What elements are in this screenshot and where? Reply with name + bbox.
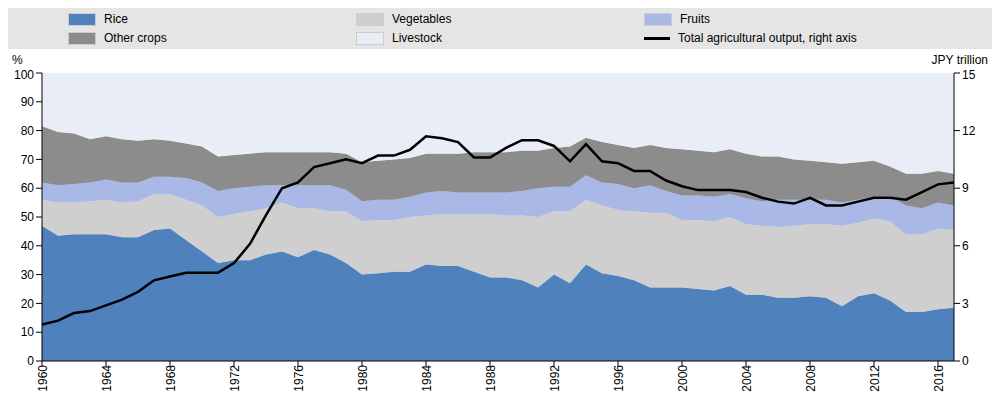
svg-text:60: 60 [21, 181, 35, 195]
svg-text:2008: 2008 [804, 365, 818, 392]
svg-text:0: 0 [27, 354, 34, 368]
svg-text:1988: 1988 [484, 365, 498, 392]
svg-text:1964: 1964 [100, 365, 114, 392]
svg-text:100: 100 [14, 68, 34, 82]
svg-text:15: 15 [962, 68, 976, 82]
svg-text:12: 12 [962, 124, 976, 138]
html-text:Other crops: Other crops [104, 31, 167, 45]
svg-text:0: 0 [962, 354, 969, 368]
svg-text:1976: 1976 [292, 365, 306, 392]
svg-text:40: 40 [21, 239, 35, 253]
svg-text:70: 70 [21, 153, 35, 167]
svg-text:10: 10 [21, 325, 35, 339]
svg-text:30: 30 [21, 268, 35, 282]
svg-text:2016: 2016 [932, 365, 946, 392]
html-text:Fruits: Fruits [680, 12, 710, 26]
svg-text:1984: 1984 [420, 365, 434, 392]
svg-text:1992: 1992 [548, 365, 562, 392]
svg-text:20: 20 [21, 297, 35, 311]
svg-text:2004: 2004 [740, 365, 754, 392]
svg-text:9: 9 [962, 181, 969, 195]
svg-text:2000: 2000 [676, 365, 690, 392]
svg-text:1996: 1996 [612, 365, 626, 392]
html-text:Rice: Rice [104, 12, 128, 26]
svg-text:6: 6 [962, 239, 969, 253]
html-text:Vegetables: Vegetables [392, 12, 452, 26]
html-text:Total agricultural output, rig: Total agricultural output, right axis [678, 31, 857, 45]
svg-text:3: 3 [962, 297, 969, 311]
svg-text:1968: 1968 [164, 365, 178, 392]
svg-text:1960: 1960 [36, 365, 50, 392]
svg-text:1972: 1972 [228, 365, 242, 392]
html-text:Livestock: Livestock [392, 31, 442, 45]
svg-text:2012: 2012 [868, 365, 882, 392]
svg-text:1980: 1980 [356, 365, 370, 392]
html-text:JPY trillion: JPY trillion [931, 53, 988, 67]
svg-text:80: 80 [21, 124, 35, 138]
svg-text:90: 90 [21, 95, 35, 109]
svg-text:50: 50 [21, 210, 35, 224]
